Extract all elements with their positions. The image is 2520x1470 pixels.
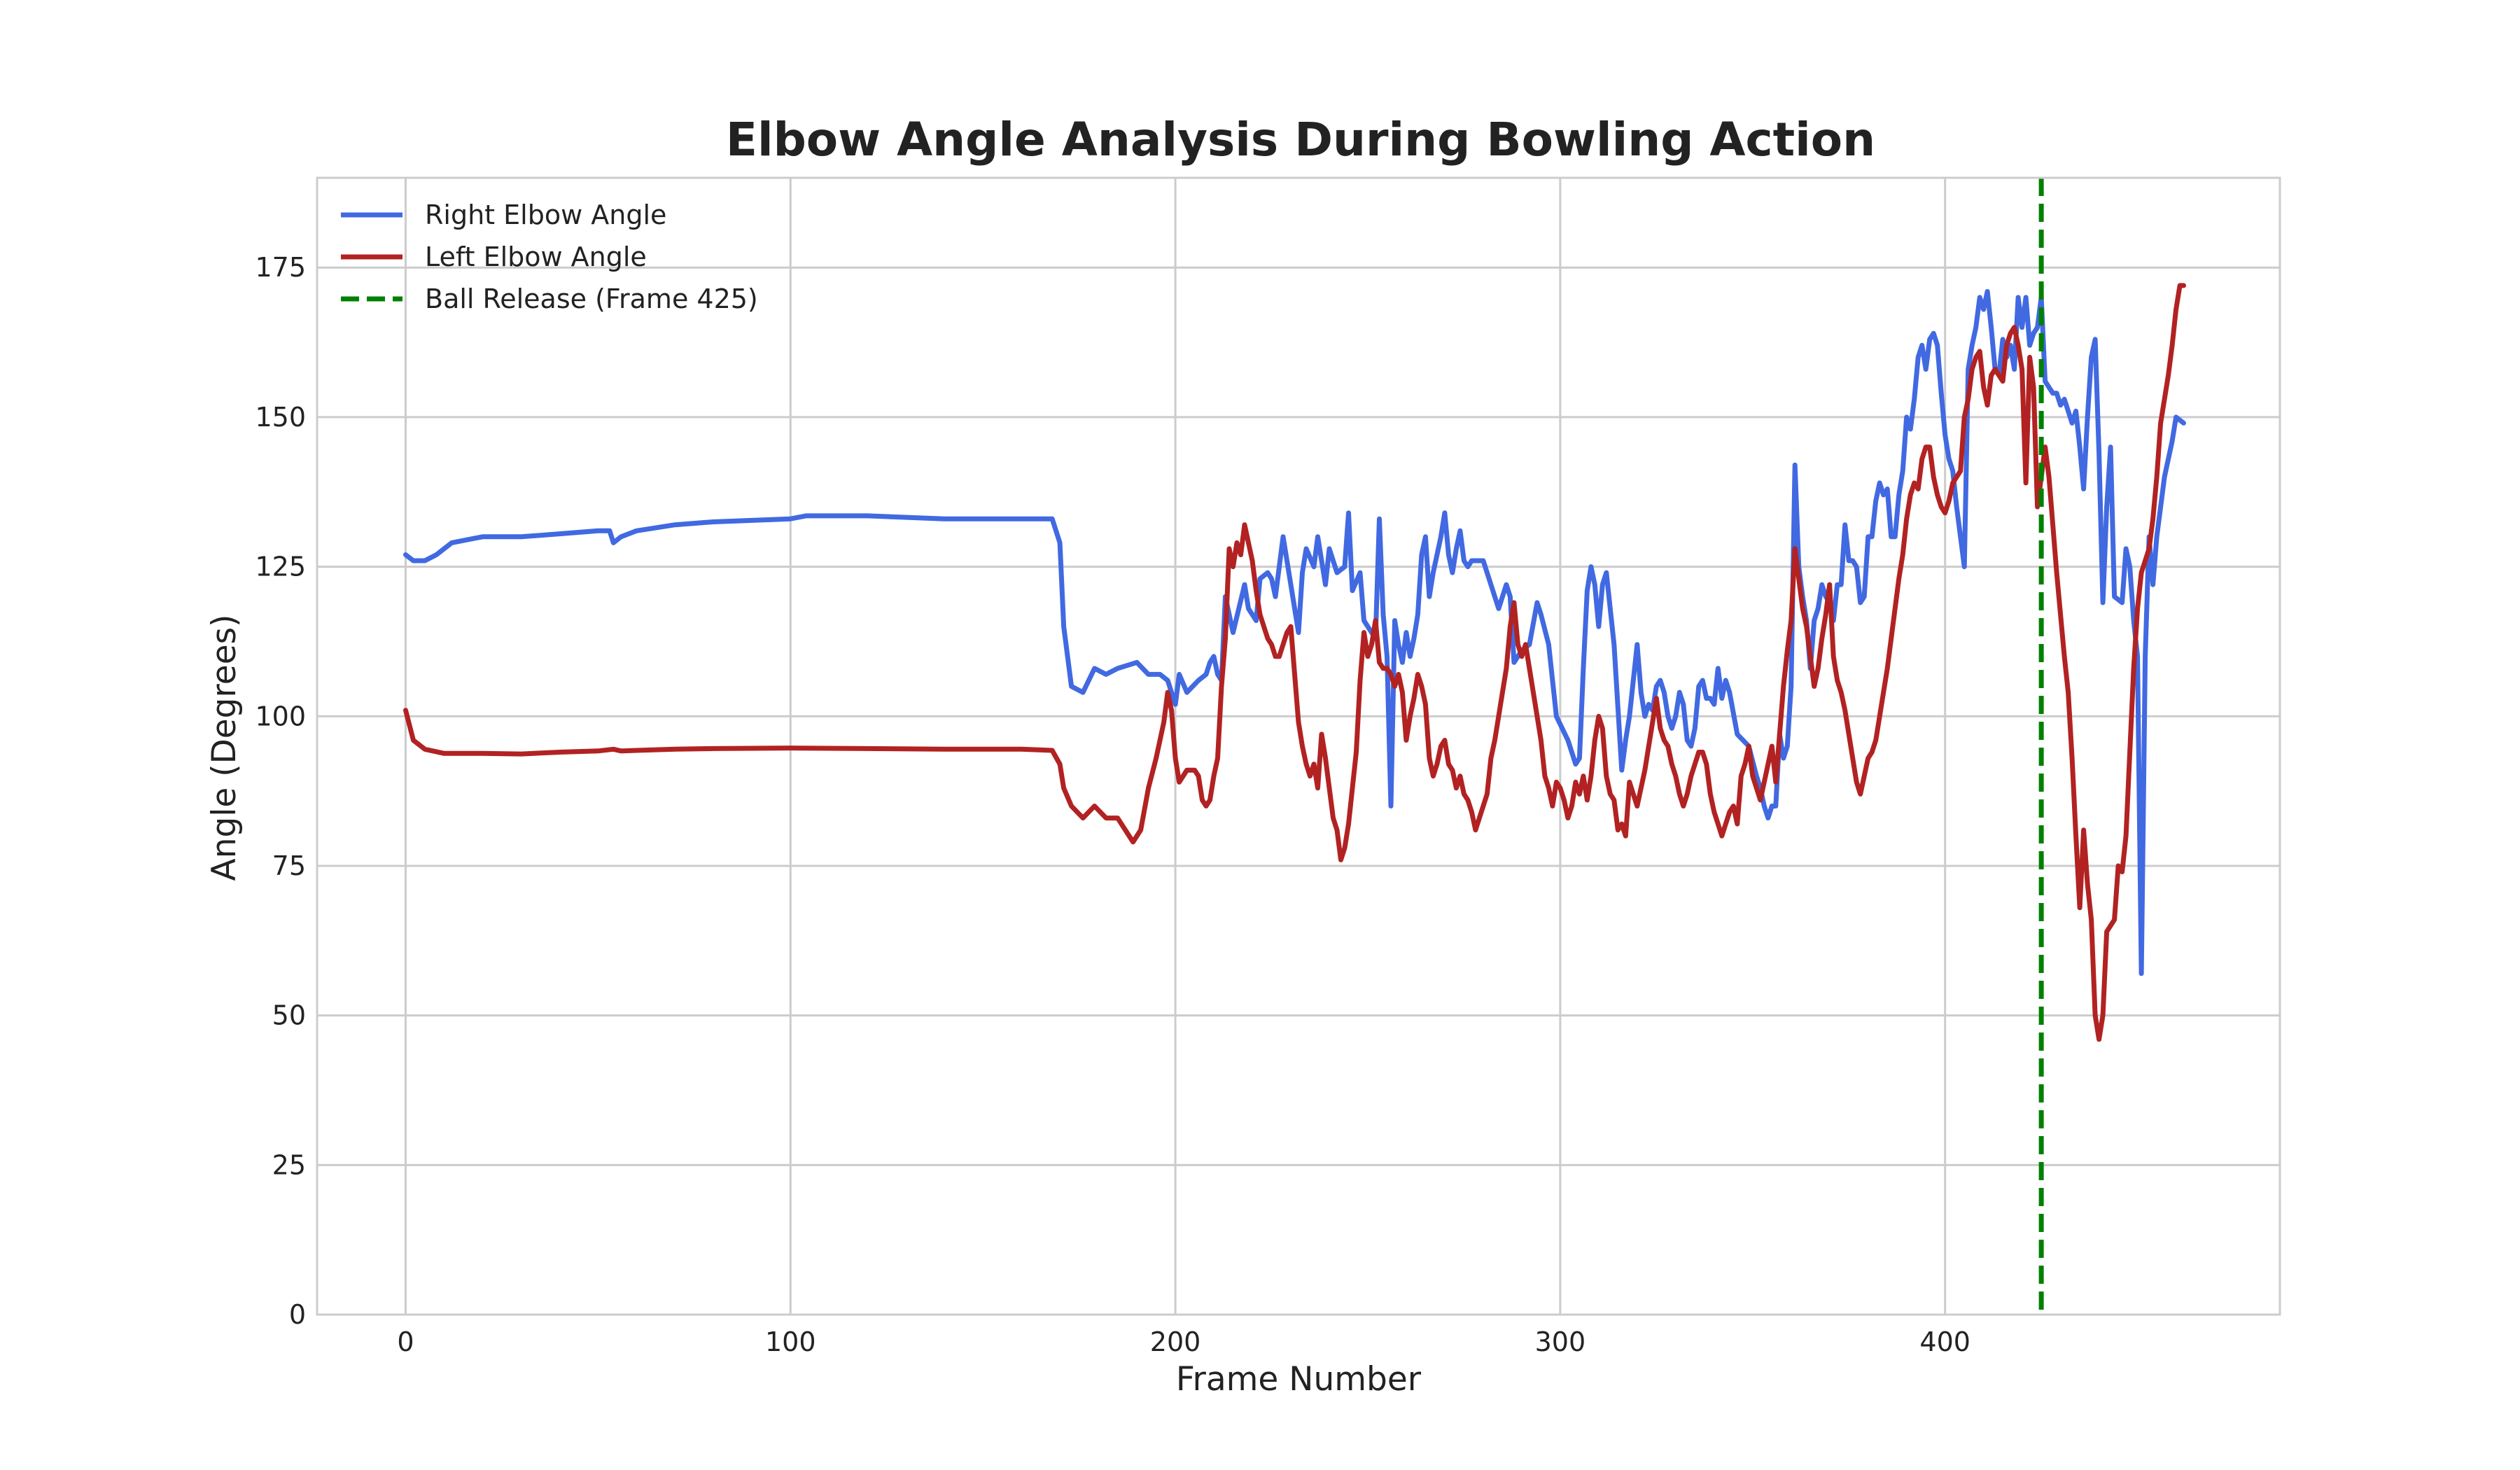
y-tick-label: 25 xyxy=(272,1149,306,1180)
y-tick-label: 100 xyxy=(255,701,306,732)
plot-area xyxy=(403,178,2186,1315)
x-tick-label: 400 xyxy=(1919,1326,1970,1357)
x-tick-label: 200 xyxy=(1150,1326,1201,1357)
x-tick-label: 300 xyxy=(1535,1326,1586,1357)
y-tick-label: 50 xyxy=(272,1000,306,1031)
legend: Right Elbow Angle Left Elbow Angle Ball Re… xyxy=(341,200,758,314)
chart-title: Elbow Angle Analysis During Bowling Acti… xyxy=(726,113,1875,167)
x-tick-label: 0 xyxy=(397,1326,414,1357)
y-axis-label: Angle (Degrees) xyxy=(205,615,244,881)
y-tick-label: 175 xyxy=(255,252,306,283)
y-tick-label: 0 xyxy=(289,1299,306,1330)
series-line-left-elbow xyxy=(403,283,2186,1042)
x-tick-label: 100 xyxy=(765,1326,816,1357)
x-axis-label: Frame Number xyxy=(1176,1360,1422,1399)
tick-labels: 0 25 50 75 100 125 150 175 0 100 200 300 400 xyxy=(255,252,1970,1357)
y-tick-label: 150 xyxy=(255,402,306,433)
legend-label-right-elbow: Right Elbow Angle xyxy=(425,200,666,230)
legend-label-ball-release: Ball Release (Frame 425) xyxy=(425,284,758,314)
plot-frame xyxy=(316,176,2281,1316)
y-tick-label: 75 xyxy=(272,850,306,881)
grid-lines xyxy=(317,178,2280,1316)
series-line-right-elbow xyxy=(403,288,2186,976)
legend-label-left-elbow: Left Elbow Angle xyxy=(425,241,647,272)
y-tick-label: 125 xyxy=(255,552,306,582)
